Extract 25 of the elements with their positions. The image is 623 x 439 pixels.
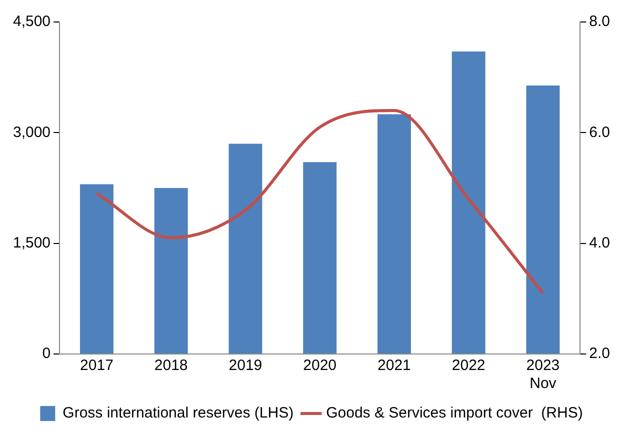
y-tick-label: 0 <box>42 345 51 362</box>
bar <box>377 114 411 354</box>
bar <box>228 144 262 354</box>
bar <box>303 162 337 354</box>
line-series <box>95 109 544 295</box>
y2-tick-label: 2.0 <box>589 345 610 362</box>
y-tick-label: 4,500 <box>12 13 51 30</box>
x-tick-label: 2020 <box>303 357 337 374</box>
x-tick-label: 2023 Nov <box>526 357 560 392</box>
legend-label: Goods & Services import cover (RHS) <box>326 404 583 422</box>
y2-tick-label: 8.0 <box>589 13 610 30</box>
x-tick-label: 2022 <box>452 357 486 374</box>
bar <box>154 188 188 354</box>
legend-label: Gross international reserves (LHS) <box>62 404 294 422</box>
y2-tick-label: 6.0 <box>589 124 610 141</box>
bar <box>452 52 486 354</box>
y2-tick-label: 4.0 <box>589 234 610 252</box>
bar <box>526 85 560 354</box>
bar <box>80 184 114 354</box>
x-tick-label: 2021 <box>378 357 411 374</box>
x-tick-label: 2017 <box>80 357 114 374</box>
y-tick-label: 1,500 <box>12 234 51 252</box>
y-tick-label: 3,000 <box>12 124 51 141</box>
x-tick-label: 2018 <box>154 357 188 374</box>
x-tick-label: 2019 <box>228 357 262 374</box>
